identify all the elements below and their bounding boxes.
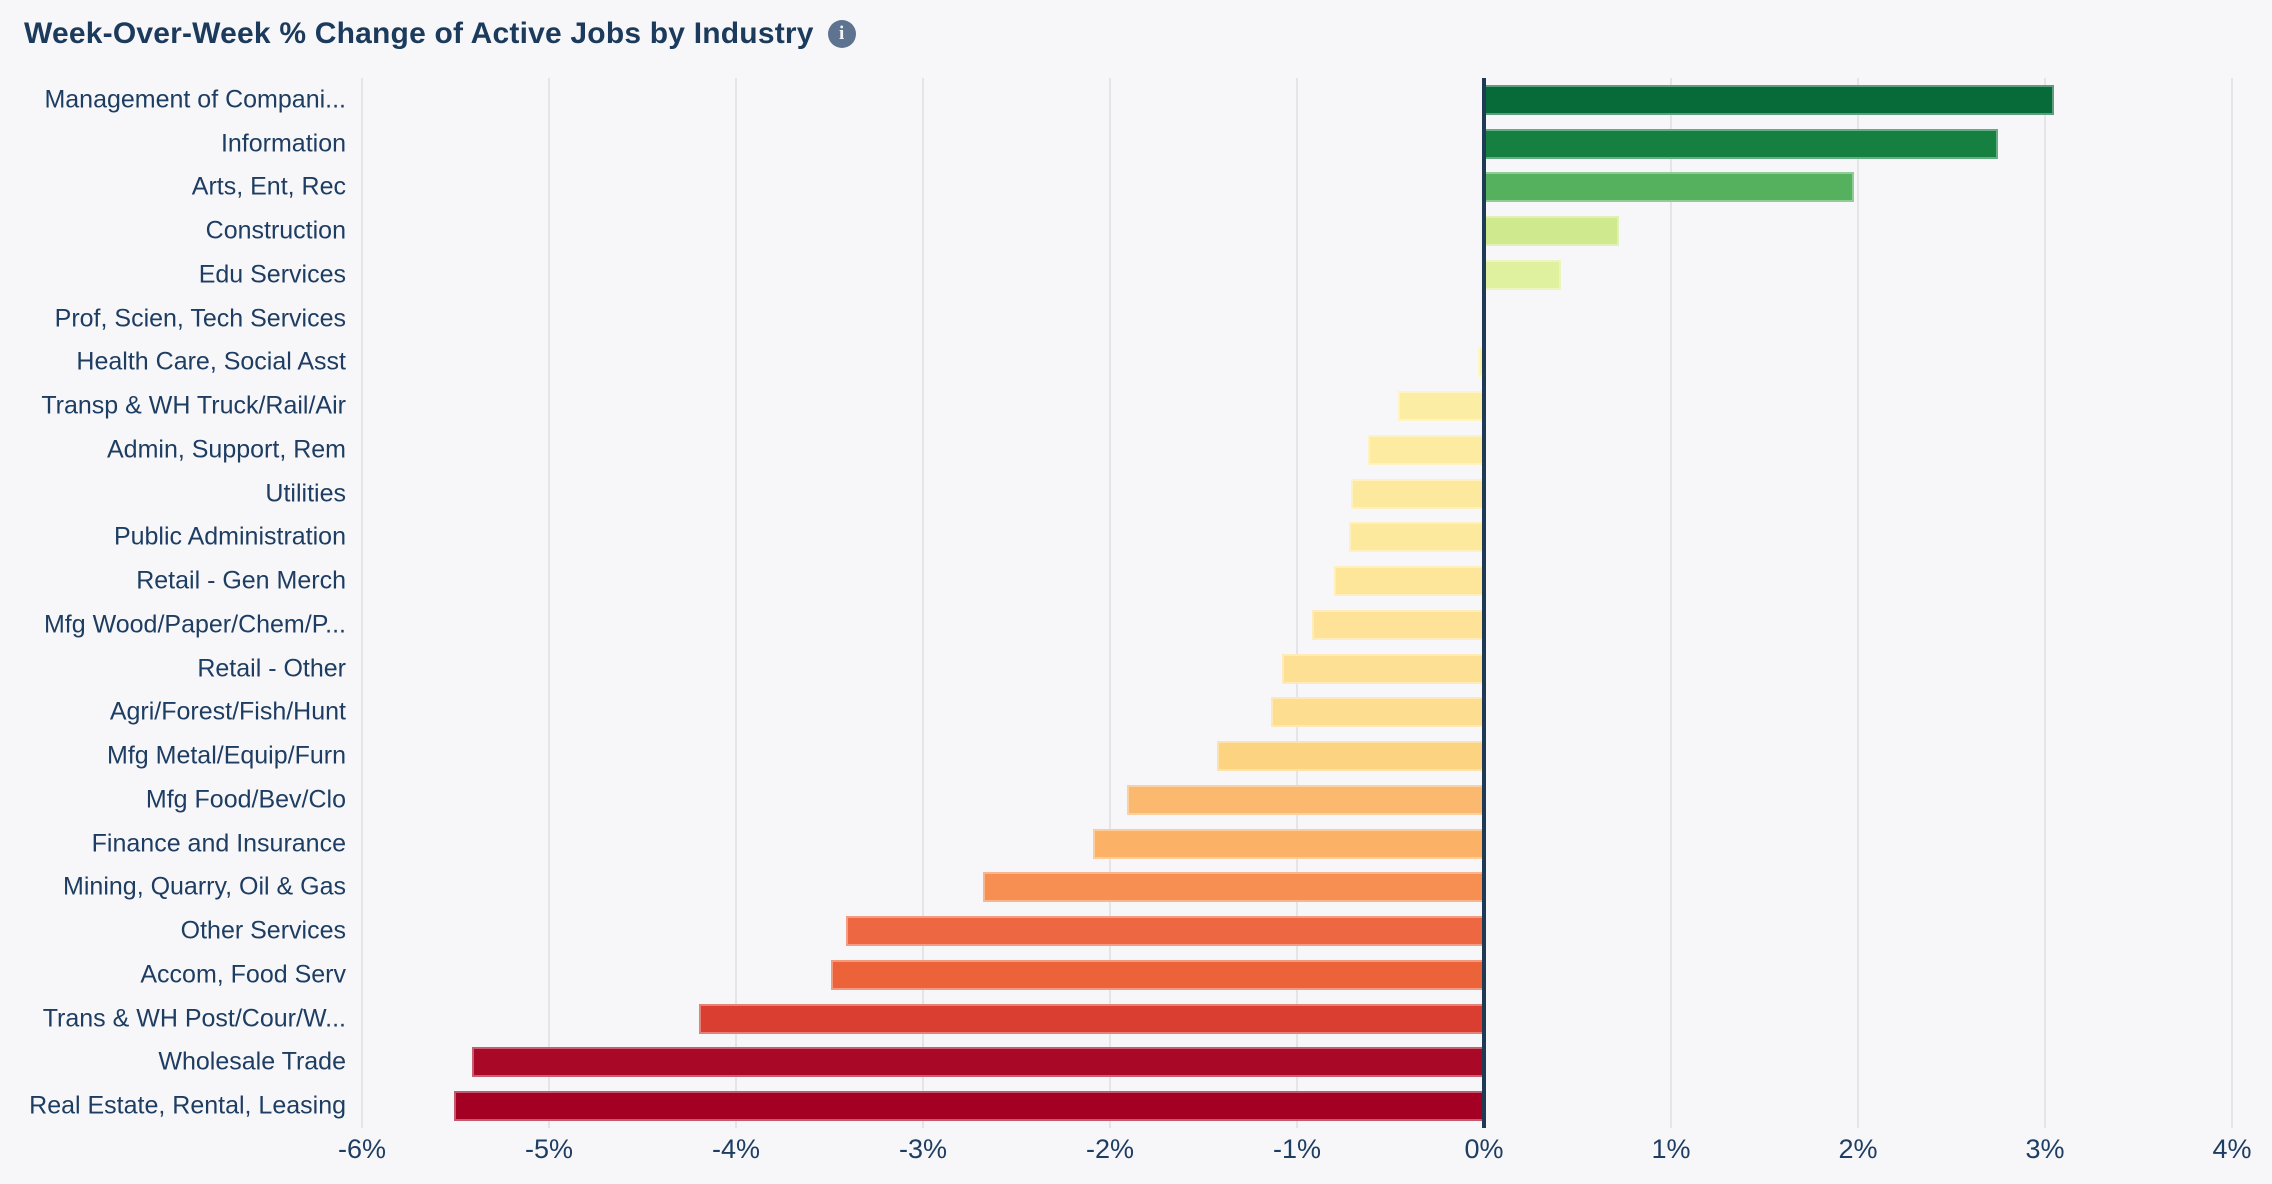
zero-baseline [1482,78,1486,1128]
gridline [922,78,924,1128]
bar[interactable] [1216,741,1484,772]
gridline [361,78,363,1128]
category-label: Mfg Food/Bev/Clo [145,785,346,814]
chart-title: Week-Over-Week % Change of Active Jobs b… [24,17,814,50]
category-label: Mining, Quarry, Oil & Gas [63,872,346,901]
bar[interactable] [1349,522,1484,553]
category-label: Public Administration [113,522,346,551]
category-label: Transp & WH Truck/Rail/Air [41,391,346,420]
x-tick-label: -6% [337,1134,387,1164]
gridline [1857,78,1859,1128]
bar[interactable] [1311,609,1484,640]
category-label: Management of Compani... [44,85,346,114]
category-label: Agri/Forest/Fish/Hunt [109,697,346,726]
bar[interactable] [1484,259,1561,290]
gridline [548,78,550,1128]
gridline [1296,78,1298,1128]
x-tick-label: -3% [898,1134,948,1164]
category-label: Accom, Food Serv [140,960,346,989]
x-tick-label: -5% [524,1134,574,1164]
bar[interactable] [1282,653,1484,684]
gridline [2044,78,2046,1128]
bar[interactable] [1334,566,1484,597]
category-label: Mfg Wood/Paper/Chem/P... [43,610,346,639]
category-label: Retail - Gen Merch [136,566,346,595]
x-tick-label: -4% [711,1134,761,1164]
category-label: Prof, Scien, Tech Services [54,304,346,333]
bar[interactable] [1484,216,1619,247]
bar[interactable] [1093,828,1484,859]
category-label: Real Estate, Rental, Leasing [29,1091,346,1120]
category-label: Admin, Support, Rem [107,435,346,464]
gridline [1670,78,1672,1128]
category-label: Mfg Metal/Equip/Furn [107,741,346,770]
bar[interactable] [1397,391,1484,422]
bar[interactable] [1270,697,1484,728]
bar[interactable] [453,1091,1484,1122]
category-label: Edu Services [198,260,346,289]
x-tick-label: 3% [2025,1134,2065,1164]
category-label: Information [220,129,346,158]
bar[interactable] [472,1047,1484,1078]
info-icon[interactable]: i [827,20,856,48]
gridline [735,78,737,1128]
category-label: Wholesale Trade [158,1047,346,1076]
bar[interactable] [982,872,1484,903]
category-label: Finance and Insurance [91,829,346,858]
x-tick-label: 2% [1838,1134,1878,1164]
category-label: Health Care, Social Asst [76,347,346,376]
x-axis: -6% -5% -4% -3% -2% -1% 0% 1% 2% 3% 4% [338,1134,2252,1170]
bar[interactable] [846,916,1484,947]
bar[interactable] [1484,84,2055,115]
bar[interactable] [1484,128,1999,159]
x-tick-label: 4% [2212,1134,2252,1164]
bar[interactable] [1484,172,1855,203]
x-tick-label: -2% [1085,1134,1135,1164]
bar[interactable] [1478,347,1484,378]
category-label: Arts, Ent, Rec [191,172,346,201]
category-axis: Management of Compani... Information Arts,… [0,78,346,1128]
category-label: Construction [205,216,346,245]
x-tick-label: 1% [1651,1134,1691,1164]
gridline [1109,78,1111,1128]
category-label: Retail - Other [197,654,346,683]
x-tick-label: -1% [1272,1134,1322,1164]
bar[interactable] [1368,434,1484,465]
bar[interactable] [698,1003,1484,1034]
bar[interactable] [831,959,1484,990]
bar[interactable] [1351,478,1484,509]
plot-area [361,78,2233,1128]
category-label: Trans & WH Post/Cour/W... [42,1004,346,1033]
category-label: Utilities [265,479,346,508]
x-tick-label: 0% [1464,1134,1504,1164]
gridline [2231,78,2233,1128]
chart-header: Week-Over-Week % Change of Active Jobs b… [24,12,856,56]
bar[interactable] [1126,784,1484,815]
category-label: Other Services [180,916,346,945]
